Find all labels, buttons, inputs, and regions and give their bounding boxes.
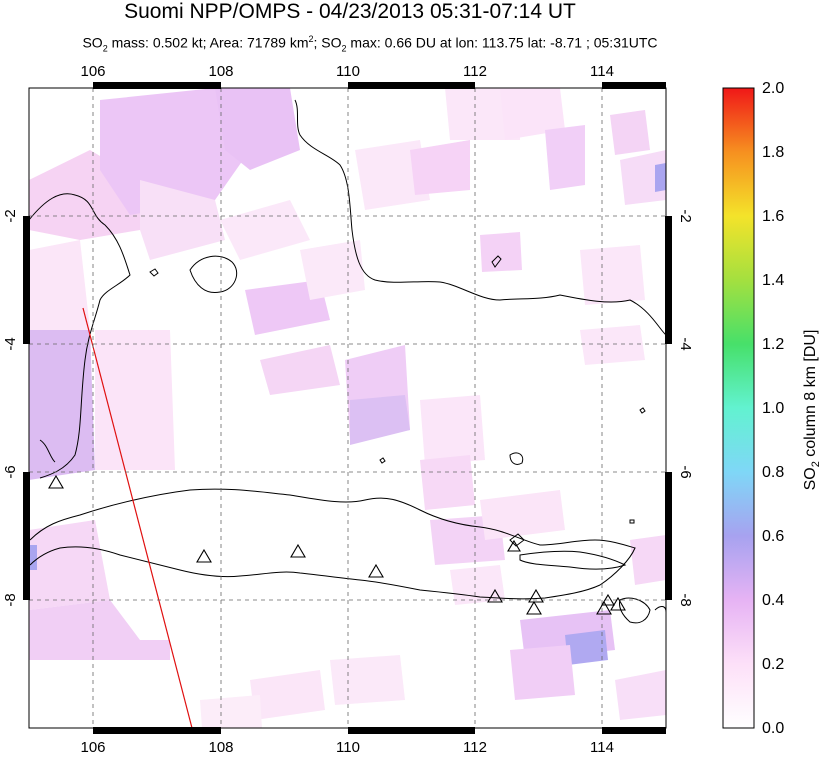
map-border-bars bbox=[23, 82, 672, 734]
volcano-marker bbox=[596, 600, 612, 615]
colorbar bbox=[722, 87, 755, 729]
lon-label-108: 108 bbox=[208, 63, 233, 80]
lat-labels-left: -2 -4 -6 -8 bbox=[2, 209, 19, 606]
lat-label-4-right: -4 bbox=[677, 337, 694, 350]
cbar-tick-10: 2.0 bbox=[762, 80, 784, 97]
lon-label-110-bottom: 110 bbox=[336, 739, 360, 756]
lon-label-114: 114 bbox=[590, 63, 614, 80]
cbar-tick-4: 0.8 bbox=[762, 464, 784, 481]
volcano-marker bbox=[196, 548, 212, 563]
lon-label-108-bottom: 108 bbox=[208, 739, 233, 756]
volcano-markers bbox=[48, 474, 626, 615]
volcano-marker bbox=[290, 543, 306, 558]
cbar-tick-5: 1.0 bbox=[762, 400, 784, 417]
volcano-marker bbox=[487, 588, 503, 603]
lat-labels-right: -2 -4 -6 -8 bbox=[677, 209, 694, 606]
lon-labels-bottom: 106 108 110 112 114 bbox=[80, 739, 613, 756]
cbar-tick-3: 0.6 bbox=[762, 528, 784, 545]
volcano-marker bbox=[368, 563, 384, 578]
lat-label-6: -6 bbox=[2, 465, 19, 478]
volcano-marker bbox=[610, 596, 626, 611]
volcano-marker bbox=[526, 600, 542, 615]
so2-pixels bbox=[29, 88, 666, 728]
lat-label-2-right: -2 bbox=[677, 209, 694, 222]
cbar-tick-0: 0.0 bbox=[762, 720, 784, 737]
map-frame bbox=[28, 87, 667, 729]
lon-label-112-bottom: 112 bbox=[463, 739, 487, 756]
cbar-tick-7: 1.4 bbox=[762, 272, 784, 289]
map-title: Suomi NPP/OMPS - 04/23/2013 05:31-07:14 … bbox=[124, 0, 576, 23]
colorbar-label: SO2 column 8 km [DU] bbox=[802, 330, 822, 491]
lat-label-4: -4 bbox=[2, 337, 19, 350]
volcano-marker bbox=[601, 593, 615, 606]
lat-label-8: -8 bbox=[2, 593, 19, 606]
lat-label-6-right: -6 bbox=[677, 465, 694, 478]
lon-labels-top: 106 108 110 112 114 bbox=[80, 63, 613, 80]
lat-label-2: -2 bbox=[2, 209, 19, 222]
cbar-tick-2: 0.4 bbox=[762, 592, 784, 609]
lon-label-114-bottom: 114 bbox=[590, 739, 614, 756]
satellite-track-line bbox=[82, 307, 193, 728]
lon-label-106-bottom: 106 bbox=[80, 739, 105, 756]
coastlines bbox=[29, 99, 666, 624]
cbar-tick-1: 0.2 bbox=[762, 656, 784, 673]
graticule bbox=[29, 88, 666, 728]
volcano-marker bbox=[528, 588, 544, 603]
lon-label-106: 106 bbox=[80, 63, 105, 80]
cbar-tick-6: 1.2 bbox=[762, 336, 784, 353]
map-subtitle: SO2 mass: 0.502 kt; Area: 71789 km2; SO2… bbox=[82, 34, 658, 54]
lon-label-110: 110 bbox=[336, 63, 360, 80]
colorbar-ticks: 0.0 0.2 0.4 0.6 0.8 1.0 1.2 1.4 1.6 1.8 … bbox=[762, 80, 784, 737]
lat-label-8-right: -8 bbox=[677, 593, 694, 606]
volcano-marker bbox=[48, 474, 64, 489]
cbar-tick-8: 1.6 bbox=[762, 208, 784, 225]
cbar-tick-9: 1.8 bbox=[762, 144, 784, 161]
volcano-marker bbox=[507, 539, 521, 552]
lon-label-112: 112 bbox=[463, 63, 487, 80]
